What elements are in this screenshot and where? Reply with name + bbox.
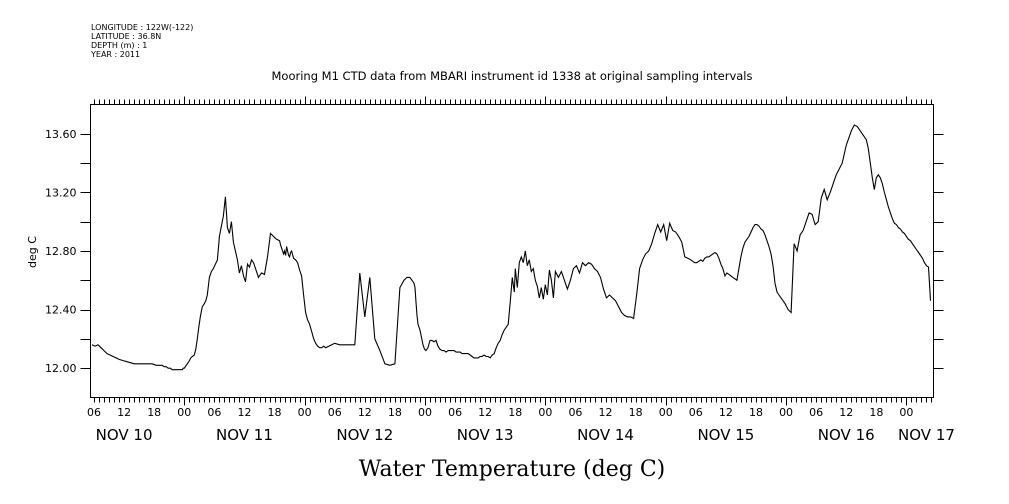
y-tick-label: 12.40 [45,304,77,317]
chart-title: Mooring M1 CTD data from MBARI instrumen… [272,69,753,83]
x-day-label: NOV 15 [697,426,754,444]
x-tick-label: 18 [869,406,883,419]
x-tick-label: 06 [207,406,221,419]
x-tick-label: 00 [418,406,432,419]
x-tick-label: 18 [147,406,161,419]
y-tick-label: 13.60 [45,128,77,141]
x-day-label: NOV 14 [577,426,634,444]
x-tick-label: 12 [358,406,372,419]
x-tick-label: 06 [568,406,582,419]
x-tick-label: 00 [298,406,312,419]
x-axis-day-labels: NOV 10 NOV 11 NOV 12 NOV 13 NOV 14 NOV 15 NOV … [96,426,955,444]
metadata-latitude: LATITUDE : 36.8N [91,32,161,41]
x-axis-label: Water Temperature (deg C) [359,457,666,482]
x-axis-tick-labels: 06 12 18 00 06 12 18 00 06 12 18 00 06 12 18 00 06 12 18 00… [87,406,913,419]
x-tick-label: 00 [779,406,793,419]
x-tick-label: 18 [749,406,763,419]
x-tick-label: 06 [809,406,823,419]
y-axis-label: deg C [26,236,39,268]
y-tick-label: 12.00 [45,362,77,375]
series-group [91,124,932,371]
x-tick-label: 00 [659,406,673,419]
x-tick-label: 18 [268,406,282,419]
y-tick-label: 13.20 [45,186,77,199]
x-tick-label: 06 [328,406,342,419]
x-day-label: NOV 16 [818,426,875,444]
x-tick-label: 00 [899,406,913,419]
x-day-label: NOV 13 [457,426,514,444]
x-tick-label: 18 [629,406,643,419]
x-tick-label: 12 [719,406,733,419]
x-tick-label: 18 [388,406,402,419]
x-tick-label: 18 [508,406,522,419]
plot-frame [90,104,934,398]
x-day-label: NOV 11 [216,426,273,444]
x-tick-label: 06 [689,406,703,419]
x-tick-label: 12 [478,406,492,419]
x-tick-label: 12 [839,406,853,419]
x-day-label: NOV 12 [336,426,393,444]
x-tick-label: 12 [237,406,251,419]
x-day-label: NOV 17 [898,426,955,444]
y-tick-label: 12.80 [45,245,77,258]
x-tick-label: 06 [87,406,101,419]
x-axis-ticks [94,96,932,406]
y-axis-ticks: 12.00 12.40 12.80 13.20 13.60 [45,128,944,375]
series-line-water-temperature [91,124,932,371]
x-tick-label: 06 [448,406,462,419]
metadata-block: LONGITUDE : 122W(-122) LATITUDE : 36.8N … [90,23,193,59]
metadata-depth: DEPTH (m) : 1 [91,41,147,50]
x-tick-label: 12 [117,406,131,419]
x-tick-label: 00 [538,406,552,419]
metadata-longitude: LONGITUDE : 122W(-122) [91,23,193,32]
metadata-year: YEAR : 2011 [90,50,140,59]
x-tick-label: 00 [177,406,191,419]
x-tick-label: 12 [599,406,613,419]
x-day-label: NOV 10 [96,426,153,444]
